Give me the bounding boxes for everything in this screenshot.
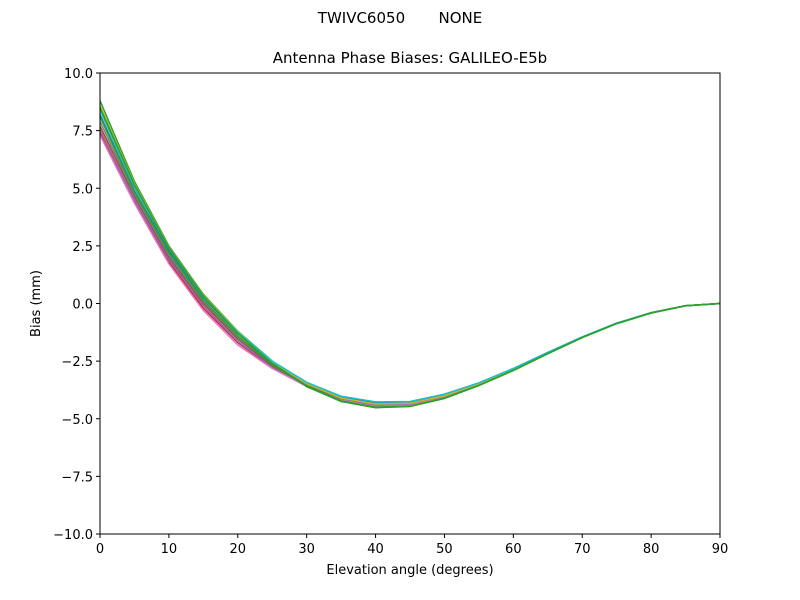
x-axis-label: Elevation angle (degrees) <box>326 563 493 578</box>
y-tick-label: 10.0 <box>64 67 93 82</box>
x-tick-label: 30 <box>298 542 315 557</box>
x-tick-label: 80 <box>643 542 660 557</box>
x-tick-label: 50 <box>436 542 453 557</box>
y-tick-label: 7.5 <box>72 125 93 140</box>
figure-suptitle: TWIVC6050 NONE <box>317 9 483 27</box>
y-axis-label: Bias (mm) <box>29 270 44 337</box>
x-tick-label: 70 <box>574 542 591 557</box>
y-tick-label: 2.5 <box>72 240 93 255</box>
series-line <box>99 132 721 407</box>
series-line <box>99 107 721 409</box>
chart-title: Antenna Phase Biases: GALILEO-E5b <box>272 49 548 67</box>
y-tick-label: 0.0 <box>72 298 93 313</box>
y-tick-label: 5.0 <box>72 182 93 197</box>
plot-frame <box>99 72 721 535</box>
series-line <box>99 100 721 408</box>
series-line <box>99 125 721 408</box>
series-line <box>99 134 721 408</box>
x-tick-label: 10 <box>161 542 178 557</box>
x-tick-label: 40 <box>367 542 384 557</box>
x-tick-label: 0 <box>96 542 104 557</box>
series-line <box>99 104 721 405</box>
series-line <box>99 109 721 403</box>
series-line <box>99 130 721 407</box>
y-axis-ticks: −10.0 −7.5 −5.0 −2.5 0.0 2.5 5.0 7.5 10.0 <box>53 67 100 543</box>
y-tick-label: −5.0 <box>61 413 93 428</box>
series-lines <box>99 100 721 409</box>
x-tick-label: 20 <box>230 542 247 557</box>
y-tick-label: −10.0 <box>53 528 93 543</box>
y-tick-label: −7.5 <box>61 470 93 485</box>
series-line <box>99 116 721 408</box>
series-line <box>99 127 721 406</box>
series-line <box>99 114 721 404</box>
x-tick-label: 90 <box>712 542 729 557</box>
series-line <box>99 121 721 405</box>
x-tick-label: 60 <box>505 542 522 557</box>
y-tick-label: −2.5 <box>61 355 93 370</box>
x-axis-ticks: 0 10 20 30 40 50 60 70 80 90 <box>96 534 728 557</box>
